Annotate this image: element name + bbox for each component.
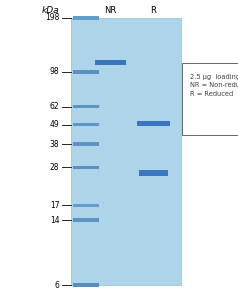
Text: NR: NR: [104, 6, 117, 15]
Text: R: R: [151, 6, 156, 15]
Bar: [73, 283, 99, 287]
Text: 2.5 μg  loading
NR = Non-reduced
R = Reduced: 2.5 μg loading NR = Non-reduced R = Redu…: [190, 74, 238, 97]
Bar: [139, 170, 168, 175]
Text: kDa: kDa: [42, 6, 60, 15]
Text: 6: 6: [55, 280, 60, 290]
Bar: [73, 123, 99, 126]
Bar: [73, 204, 99, 207]
Bar: [73, 142, 99, 146]
Bar: [95, 60, 126, 65]
Text: 38: 38: [50, 140, 60, 148]
Text: 198: 198: [45, 14, 60, 22]
Bar: [73, 70, 99, 74]
Text: 17: 17: [50, 201, 60, 210]
FancyBboxPatch shape: [182, 63, 238, 135]
Bar: [73, 166, 99, 169]
Text: 62: 62: [50, 102, 60, 111]
Text: 98: 98: [50, 67, 60, 76]
Bar: [73, 218, 99, 222]
Text: 14: 14: [50, 216, 60, 225]
Bar: [137, 121, 170, 126]
Text: 28: 28: [50, 163, 60, 172]
Bar: [73, 16, 99, 20]
Text: 49: 49: [50, 120, 60, 129]
Bar: [73, 105, 99, 109]
Bar: [71, 18, 181, 285]
